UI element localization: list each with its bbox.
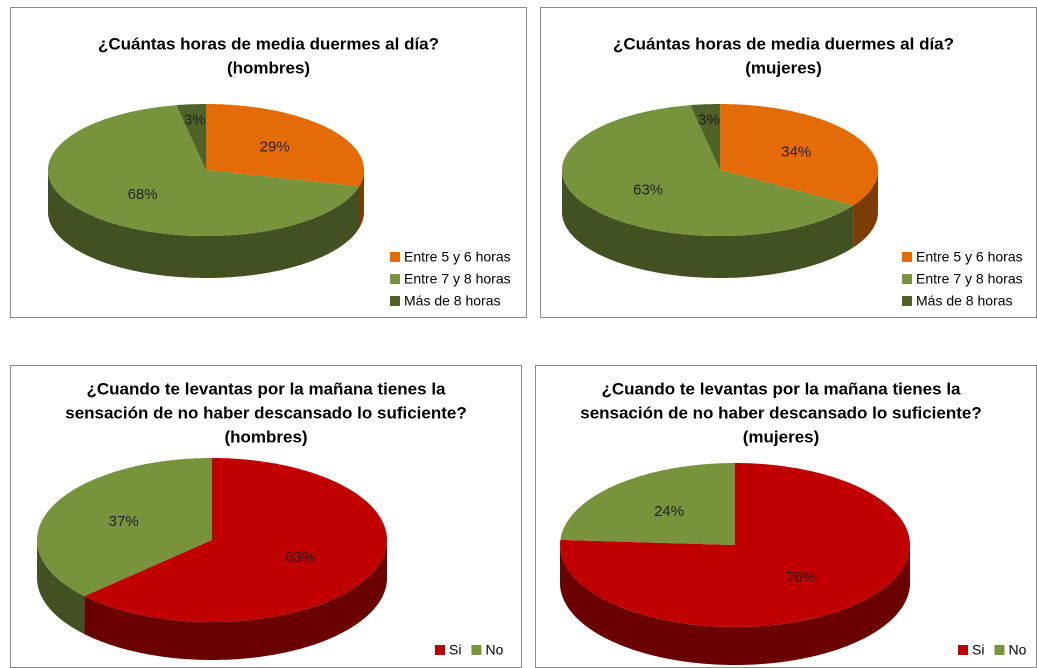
pie-side <box>84 540 388 660</box>
legend-label: Entre 7 y 8 horas <box>916 271 1023 287</box>
pie-slice <box>560 463 735 545</box>
pie-side <box>37 540 85 635</box>
chart-title: (mujeres) <box>745 58 822 77</box>
pie-slice <box>720 104 878 206</box>
chart-title: ¿Cuando te levantas por la mañana tienes… <box>87 379 447 398</box>
pie-chart: ¿Cuando te levantas por la mañana tienes… <box>10 365 522 668</box>
legend-label: Más de 8 horas <box>404 293 501 309</box>
chart-title: ¿Cuántas horas de media duermes al día? <box>613 34 954 53</box>
legend-swatch <box>958 645 968 655</box>
pie-slice <box>37 458 212 597</box>
legend-label: Si <box>972 642 984 658</box>
pie-chart: ¿Cuando te levantas por la mañana tienes… <box>535 365 1037 668</box>
pie-side <box>48 170 359 278</box>
data-label: 63% <box>633 181 663 198</box>
legend-label: No <box>485 642 503 658</box>
legend-swatch <box>390 252 400 262</box>
legend-swatch <box>390 274 400 284</box>
chart-title: ¿Cuántas horas de media duermes al día? <box>98 34 439 53</box>
chart-title: sensación de no haber descansado lo sufi… <box>65 403 467 422</box>
legend-swatch <box>471 645 482 655</box>
legend-swatch <box>902 274 912 284</box>
legend-label: Entre 5 y 6 horas <box>916 249 1023 265</box>
pie-slice <box>176 104 206 170</box>
data-label: 37% <box>109 513 139 530</box>
pie-slice <box>48 105 359 236</box>
legend-label: Entre 7 y 8 horas <box>404 271 511 287</box>
data-label: 3% <box>698 112 720 129</box>
data-label: 68% <box>128 186 158 203</box>
pie-slice <box>562 105 854 236</box>
legend-label: No <box>1008 642 1026 658</box>
data-label: 29% <box>260 139 290 156</box>
pie-side <box>359 170 364 229</box>
legend-label: Entre 5 y 6 horas <box>404 249 511 265</box>
legend-swatch <box>994 645 1005 655</box>
legend-swatch <box>390 296 400 306</box>
pie-chart: ¿Cuántas horas de media duermes al día? (… <box>540 7 1037 318</box>
pie-side <box>562 170 854 278</box>
pie-side <box>560 545 910 665</box>
pie-side <box>853 170 878 248</box>
chart-title: (hombres) <box>224 427 307 446</box>
data-label: 3% <box>184 112 206 129</box>
chart-title: sensación de no haber descansado lo sufi… <box>580 403 982 422</box>
legend-label: Más de 8 horas <box>916 293 1013 309</box>
pie-chart: ¿Cuántas horas de media duermes al día? (… <box>10 7 527 318</box>
data-label: 76% <box>786 569 816 586</box>
chart-title: (mujeres) <box>743 427 820 446</box>
pie-slice <box>690 104 720 170</box>
chart-title: (hombres) <box>227 58 310 77</box>
pie-slice <box>84 458 388 622</box>
data-label: 24% <box>654 503 684 520</box>
pie-slice <box>206 104 364 187</box>
chart-title: ¿Cuando te levantas por la mañana tienes… <box>602 379 962 398</box>
legend-swatch <box>902 252 912 262</box>
legend-swatch <box>902 296 912 306</box>
data-label: 34% <box>781 143 811 160</box>
legend-label: Si <box>449 642 461 658</box>
data-label: 63% <box>285 549 315 566</box>
legend-swatch <box>435 645 445 655</box>
